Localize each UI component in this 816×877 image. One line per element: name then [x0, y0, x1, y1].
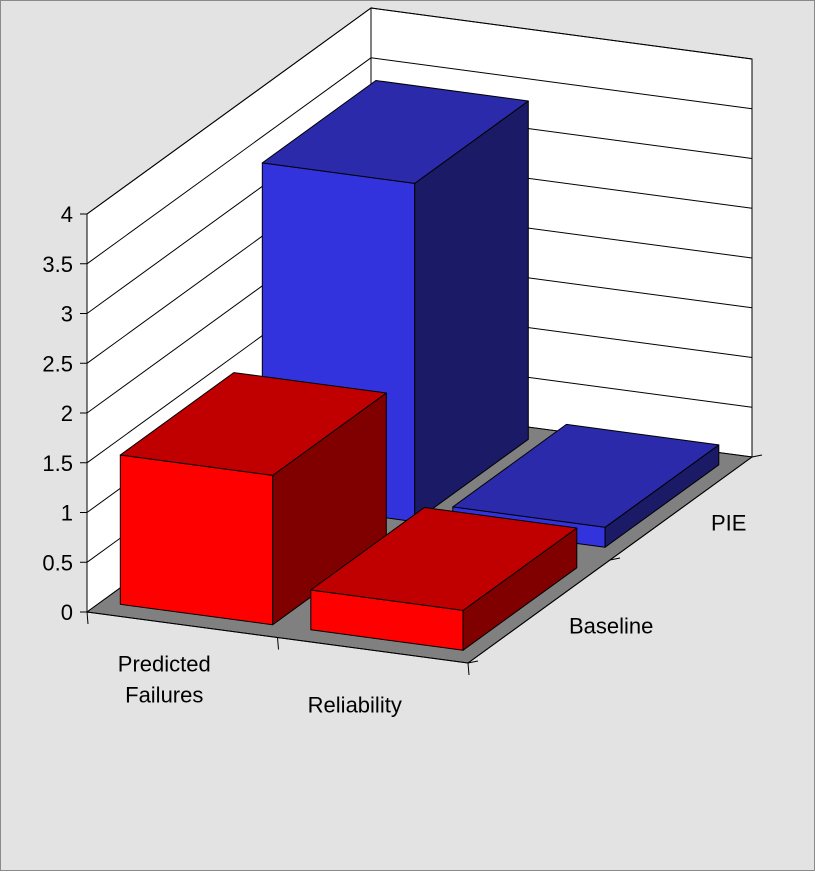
x-tick-mark [86, 611, 89, 625]
bar-top-face [119, 372, 387, 476]
y-tick-label: 3.5 [42, 252, 73, 277]
x-tick-mark [277, 637, 279, 650]
category-label: Failures [125, 682, 203, 707]
y-tick-label: 4 [61, 202, 73, 227]
z-tick-mark [751, 454, 763, 458]
y-tick-label: 0 [61, 600, 73, 625]
y-tick-label: 1.5 [42, 451, 73, 476]
axes [80, 213, 763, 676]
bar-baseline-predicted-failures [119, 372, 387, 626]
series-label-pie: PIE [711, 511, 746, 536]
gridline [86, 57, 753, 265]
y-tick-label: 1 [61, 501, 73, 526]
category-label: Predicted [118, 651, 211, 676]
bar-top-face [310, 507, 578, 611]
gridline [86, 7, 753, 215]
y-tick-label: 0.5 [42, 550, 73, 575]
z-tick-mark [467, 660, 479, 664]
bar-front-face [119, 454, 274, 626]
bar-baseline-reliability [310, 507, 578, 651]
bar-top-face [261, 80, 529, 184]
bar-top-face [452, 423, 720, 528]
z-tick-mark [609, 557, 621, 561]
series-label-baseline: Baseline [569, 614, 653, 639]
y-tick-label: 2 [61, 401, 73, 426]
bars [119, 80, 720, 651]
labels: 0 0.5 1 1.5 2 2.5 3 3.5 4 Predicted Failures Reliab… [42, 202, 746, 717]
y-tick-label: 3 [61, 302, 73, 327]
x-tick-mark [467, 662, 470, 676]
y-tick-label: 2.5 [42, 351, 73, 376]
category-label: Reliability [308, 692, 402, 717]
